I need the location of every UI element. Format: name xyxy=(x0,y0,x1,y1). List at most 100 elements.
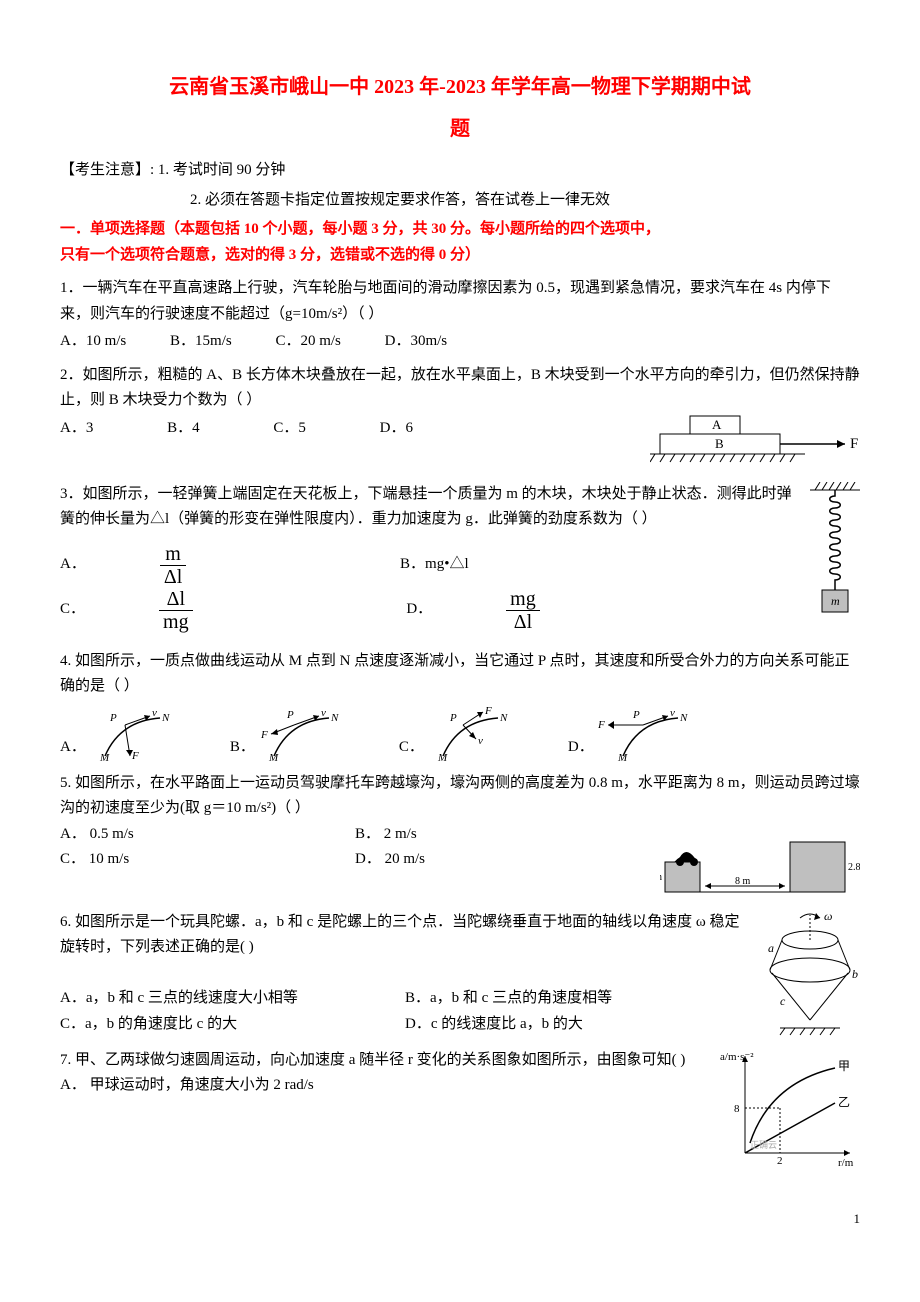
svg-text:v: v xyxy=(670,707,675,719)
q3-diagram: m xyxy=(810,482,860,622)
question-6-text: 6. 如图所示是一个玩具陀螺．a，b 和 c 是陀螺上的三个点．当陀螺绕垂直于地… xyxy=(60,910,860,961)
question-4-text: 4. 如图所示，一质点做曲线运动从 M 点到 N 点速度逐渐减小，当它通过 P … xyxy=(60,649,860,700)
svg-text:F: F xyxy=(131,750,139,761)
q3-label-m: m xyxy=(831,594,840,608)
q5-opt-a: A． 0.5 m/s xyxy=(60,822,355,848)
q2-opt-d: D．6 xyxy=(380,416,413,442)
svg-text:N: N xyxy=(161,712,170,724)
question-4: 4. 如图所示，一质点做曲线运动从 M 点到 N 点速度逐渐减小，当它通过 P … xyxy=(60,649,860,761)
q6-opt-a: A．a，b 和 c 三点的线速度大小相等 xyxy=(60,986,405,1012)
exam-note-1: 【考生注意】: 1. 考试时间 90 分钟 xyxy=(60,158,860,184)
note-text-1: 1. 考试时间 90 分钟 xyxy=(158,162,286,178)
q4-opt-c: C． M P F N v xyxy=(399,706,508,761)
q2-opt-c: C．5 xyxy=(273,416,306,442)
question-7: a/m·s⁻² r/m 甲 乙 8 2 正确云 7. 甲、乙两球做匀速圆周运动，… xyxy=(60,1048,860,1168)
q3-a-pre: A． xyxy=(60,552,86,578)
svg-text:M: M xyxy=(268,752,279,761)
question-1-options: A．10 m/s B．15m/s C．20 m/s D．30m/s xyxy=(60,329,860,355)
q3-c-num: Δl xyxy=(159,588,193,611)
q3-a-den: Δl xyxy=(160,566,186,588)
svg-text:P: P xyxy=(632,709,640,721)
q4-b-diagram: M P v N F xyxy=(259,706,339,761)
exam-title-line2: 题 xyxy=(60,112,860,146)
section-1-head-line2: 只有一个选项符合题意，选对的得 3 分，选错或不选的得 0 分） xyxy=(60,243,860,269)
q3-opt-d: D．mgΔl xyxy=(406,588,679,633)
q2-label-f: F xyxy=(850,436,858,452)
q4-c-diagram: M P F N v xyxy=(428,706,508,761)
q3-opt-a: A． mΔl xyxy=(60,543,326,588)
question-6: ω a b c 6. 如图所示是一个玩具陀螺．a，b 和 c 是陀螺上的三个点．… xyxy=(60,910,860,1040)
question-5-text: 5. 如图所示，在水平路面上一运动员驾驶摩托车跨越壕沟，壕沟两侧的高度差为 0.… xyxy=(60,771,860,822)
q6-w: ω xyxy=(824,910,832,923)
q7-jia: 甲 xyxy=(838,1059,850,1073)
svg-text:v: v xyxy=(478,735,483,747)
q4-d-label: D． xyxy=(568,735,594,761)
question-4-options: A． M P v N F B． M P v N F xyxy=(60,706,860,761)
q5-left-h: 2.0 m xyxy=(660,872,662,883)
q4-d-diagram: M P v N F xyxy=(598,706,688,761)
svg-text:F: F xyxy=(598,719,605,731)
q3-opt-c: C．Δlmg xyxy=(60,588,333,633)
svg-text:P: P xyxy=(449,712,457,724)
q2-label-b: B xyxy=(715,436,724,451)
question-1: 1．一辆汽车在平直高速路上行驶，汽车轮胎与地面间的滑动摩擦因素为 0.5，现遇到… xyxy=(60,276,860,355)
q6-diagram: ω a b c xyxy=(760,910,860,1040)
q6-b: b xyxy=(852,967,858,981)
q6-c: c xyxy=(780,994,786,1008)
question-2: 2．如图所示，粗糙的 A、B 长方体木块叠放在一起，放在水平桌面上，B 木块受到… xyxy=(60,363,860,474)
page-number: 1 xyxy=(60,1208,860,1230)
q3-d-den: Δl xyxy=(506,611,540,633)
svg-text:N: N xyxy=(499,712,508,724)
q4-a-label: A． xyxy=(60,735,86,761)
q7-watermark: 正确云 xyxy=(750,1139,777,1150)
q7-yi: 乙 xyxy=(838,1095,850,1109)
svg-text:F: F xyxy=(484,706,492,717)
exam-note-2: 2. 必须在答题卡指定位置按规定要求作答，答在试卷上一律无效 xyxy=(60,188,860,214)
q7-x2: 2 xyxy=(777,1155,783,1167)
q7-ylabel: a/m·s⁻² xyxy=(720,1051,754,1063)
q3-a-num: m xyxy=(160,543,186,566)
q7-y8: 8 xyxy=(734,1103,740,1115)
q3-opt-b: B．mg•△l xyxy=(400,552,469,578)
q5-opt-b: B． 2 m/s xyxy=(355,822,650,848)
svg-text:N: N xyxy=(679,712,688,724)
q2-label-a: A xyxy=(712,417,722,432)
section-1-head-line1: 一．单项选择题（本题包括 10 个小题，每小题 3 分，共 30 分。每小题所给… xyxy=(60,217,860,243)
q6-opt-b: B．a，b 和 c 三点的角速度相等 xyxy=(405,986,750,1012)
q5-opt-c: C． 10 m/s xyxy=(60,847,355,873)
svg-text:P: P xyxy=(286,709,294,721)
q4-opt-d: D． M P v N F xyxy=(568,706,688,761)
q4-c-label: C． xyxy=(399,735,424,761)
q5-opt-d: D． 20 m/s xyxy=(355,847,650,873)
question-5-options-row2: C． 10 m/s D． 20 m/s xyxy=(60,847,650,873)
q1-opt-c: C．20 m/s xyxy=(275,329,340,355)
q6-opt-c: C．a，b 的角速度比 c 的大 xyxy=(60,1012,405,1038)
q4-opt-a: A． M P v N F xyxy=(60,706,170,761)
q4-b-label: B． xyxy=(230,735,255,761)
q7-xlabel: r/m xyxy=(838,1157,854,1168)
svg-text:M: M xyxy=(99,752,110,761)
svg-text:v: v xyxy=(321,707,326,719)
exam-title-line1: 云南省玉溪市峨山一中 2023 年-2023 年学年高一物理下学期期中试 xyxy=(60,70,860,104)
q2-opt-b: B．4 xyxy=(167,416,200,442)
q3-c-pre: C． xyxy=(60,597,85,623)
svg-text:M: M xyxy=(437,752,448,761)
q4-opt-b: B． M P v N F xyxy=(230,706,339,761)
question-6-options-row1: A．a，b 和 c 三点的线速度大小相等 B．a，b 和 c 三点的角速度相等 xyxy=(60,986,750,1012)
q6-a: a xyxy=(768,941,774,955)
q4-a-diagram: M P v N F xyxy=(90,706,170,761)
q3-d-num: mg xyxy=(506,588,540,611)
question-3: m 3．如图所示，一轻弹簧上端固定在天花板上，下端悬挂一个质量为 m 的木块，木… xyxy=(60,482,860,641)
q2-opt-a: A．3 xyxy=(60,416,93,442)
note-label: 【考生注意】: xyxy=(60,162,158,178)
svg-text:F: F xyxy=(260,729,268,741)
q6-opt-d: D．c 的线速度比 a，b 的大 xyxy=(405,1012,750,1038)
question-6-options-row2: C．a，b 的角速度比 c 的大 D．c 的线速度比 a，b 的大 xyxy=(60,1012,750,1038)
question-5-options-row1: A． 0.5 m/s B． 2 m/s xyxy=(60,822,650,848)
question-3-text: 3．如图所示，一轻弹簧上端固定在天花板上，下端悬挂一个质量为 m 的木块，木块处… xyxy=(60,482,860,533)
question-1-text: 1．一辆汽车在平直高速路上行驶，汽车轮胎与地面间的滑动摩擦因素为 0.5，现遇到… xyxy=(60,276,860,327)
question-3-options: A．mΔl B．mg•△l C．Δlmg D．mgΔl xyxy=(60,543,860,633)
q5-gap: 8 m xyxy=(735,876,751,887)
svg-text:v: v xyxy=(152,707,157,719)
q1-opt-d: D．30m/s xyxy=(385,329,448,355)
